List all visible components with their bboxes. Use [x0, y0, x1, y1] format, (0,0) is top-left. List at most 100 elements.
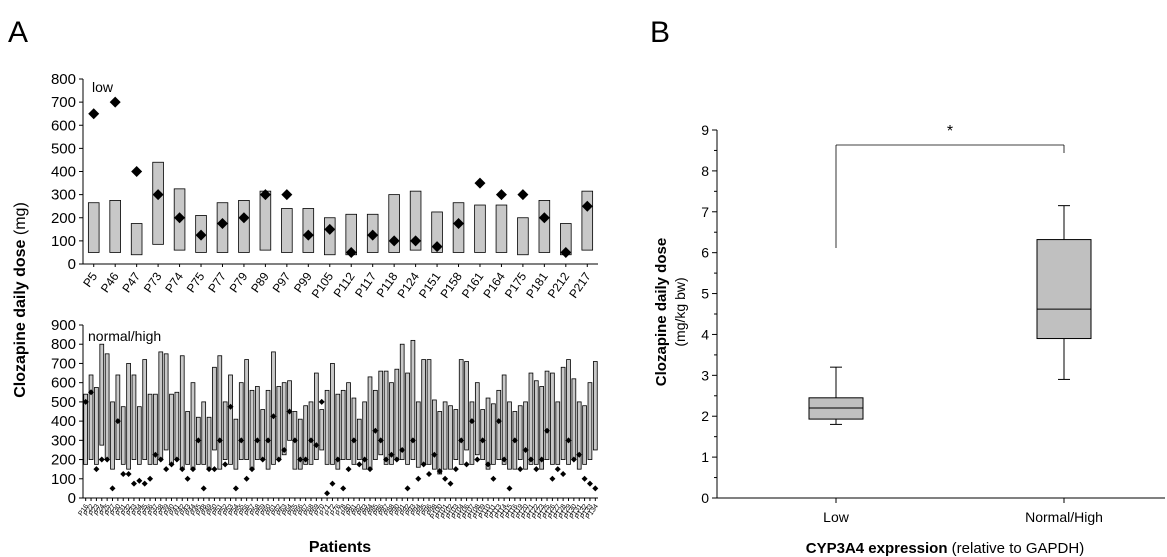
x-tick-label: P75: [184, 269, 208, 295]
y-tick-label: 200: [51, 452, 76, 469]
range-bar: [539, 386, 545, 470]
range-bars-low: [87, 161, 594, 256]
dose-point: [179, 466, 186, 473]
chart-normal-high: 0 100 200 300 400 500 600 700 800 900 P16P22P23P2…: [51, 317, 600, 556]
dose-point: [367, 466, 374, 473]
y-axis-title-b-bold: Clozapine daily dose: [653, 238, 670, 386]
range-bar: [88, 374, 94, 460]
dose-points-normal-high: [82, 389, 599, 497]
dose-point: [291, 437, 298, 444]
dose-point: [565, 437, 572, 444]
dose-point: [248, 466, 255, 473]
significance-bracket: *: [835, 123, 1065, 248]
dose-point: [131, 166, 143, 177]
dose-point: [533, 466, 540, 473]
x-tick-label: Normal/High: [1025, 509, 1103, 525]
x-tick-label: P164: [480, 269, 508, 300]
dose-point: [109, 485, 116, 492]
dose-point: [265, 437, 272, 444]
dose-point: [88, 108, 100, 120]
dose-point: [98, 456, 105, 463]
range-bar: [517, 217, 529, 256]
dose-point: [195, 437, 202, 444]
dose-point: [447, 480, 454, 487]
y-tick-label: 8: [701, 163, 709, 179]
dose-point: [458, 437, 465, 444]
range-bar: [410, 339, 416, 460]
range-bar: [453, 409, 459, 460]
range-bar: [356, 418, 362, 460]
dose-point: [479, 437, 486, 444]
dose-point: [560, 246, 572, 258]
dose-point: [324, 490, 331, 497]
dose-point: [388, 451, 395, 458]
range-bar: [399, 343, 405, 460]
x-tick-label: P212: [545, 269, 573, 300]
range-bar: [174, 391, 180, 460]
dose-point: [88, 389, 95, 396]
dose-point: [511, 437, 518, 444]
dose-point: [195, 229, 207, 241]
dose-point: [409, 437, 416, 444]
y-tick-label: 7: [701, 204, 709, 220]
dose-point: [157, 456, 164, 463]
dose-point: [463, 461, 470, 468]
dose-point: [329, 480, 336, 487]
range-bar: [474, 382, 480, 456]
range-bar: [104, 353, 110, 460]
y-tick-label: 2: [701, 408, 709, 424]
range-bar: [351, 397, 357, 465]
y-tick-label: 0: [68, 256, 76, 273]
panel-label-b: B: [650, 16, 670, 49]
dose-point: [340, 485, 347, 492]
dose-point: [109, 96, 121, 108]
range-bar: [190, 382, 196, 470]
range-bar: [464, 361, 469, 451]
dose-point: [93, 466, 100, 473]
dose-point: [453, 218, 465, 230]
y-axis-title-a-bold: Clozapine daily dose: [12, 239, 29, 397]
range-bar: [126, 363, 131, 470]
y-tick-label: 9: [701, 122, 709, 138]
y-tick-label: 5: [701, 286, 709, 302]
range-bar: [367, 376, 373, 470]
chart-low: 0 100 200 300 400 500 600 700 800 P5P46P47P73P74…: [51, 71, 598, 301]
range-bar: [281, 382, 287, 456]
range-bar: [394, 368, 400, 460]
range-bar: [346, 382, 351, 460]
dose-point: [114, 418, 121, 425]
range-bar: [169, 393, 174, 465]
dose-point: [442, 475, 449, 482]
x-tick-label: P161: [459, 269, 487, 300]
y-tick-label: 600: [51, 375, 76, 392]
range-bar: [308, 401, 314, 465]
x-ticks-normal-high: P16P22P23P24P25P27P30P31P32P33P34P35P36P…: [77, 498, 600, 521]
dose-point: [560, 470, 567, 477]
dose-point: [356, 461, 363, 468]
range-bar: [458, 359, 464, 465]
range-bar: [437, 411, 443, 475]
dose-point: [216, 218, 228, 230]
dose-point: [506, 485, 513, 492]
range-bar: [538, 200, 551, 253]
y-axis-b: 0 1 2 3 4 5 6 7 8 9: [701, 122, 1165, 506]
dose-point: [501, 456, 508, 463]
range-bar: [501, 374, 507, 465]
range-bar: [99, 343, 105, 446]
dose-point: [238, 212, 250, 224]
range-bar: [233, 418, 239, 470]
dose-point: [227, 403, 234, 410]
dose-point: [495, 189, 507, 201]
dose-point: [431, 241, 443, 253]
range-bar: [517, 405, 523, 460]
range-bar: [480, 409, 485, 460]
range-bar: [249, 389, 255, 470]
dose-point: [361, 456, 368, 463]
group-label-normal-high: normal/high: [88, 328, 161, 344]
range-bar: [388, 194, 400, 253]
y-tick-label: 500: [51, 140, 76, 157]
dose-point: [174, 212, 186, 224]
range-bar: [491, 403, 496, 465]
range-bar: [550, 372, 555, 465]
